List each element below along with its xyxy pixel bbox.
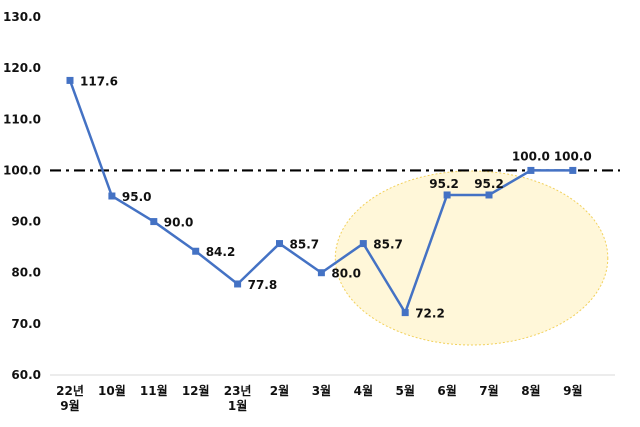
highlight-layer (334, 170, 609, 346)
data-point (150, 218, 158, 226)
data-point (401, 309, 409, 317)
data-label: 85.7 (290, 238, 320, 252)
y-tick-label: 60.0 (11, 368, 41, 382)
x-tick-label: 5월 (396, 383, 415, 398)
data-point (234, 280, 242, 288)
data-label: 90.0 (164, 216, 194, 230)
x-tick-label: 10월 (98, 383, 126, 398)
x-tick-label: 4월 (354, 383, 373, 398)
y-tick-label: 90.0 (11, 215, 41, 229)
data-point (108, 192, 116, 200)
data-point (192, 247, 200, 255)
x-tick-label: 12월 (182, 383, 210, 398)
y-tick-label: 110.0 (3, 112, 41, 126)
data-point (359, 240, 367, 248)
x-tick-label: 22년 9월 (56, 384, 84, 413)
data-label: 84.2 (206, 245, 236, 259)
x-tick-label: 2월 (270, 383, 289, 398)
data-point (443, 191, 451, 199)
data-label: 100.0 (554, 149, 592, 163)
y-tick-label: 70.0 (11, 317, 41, 331)
data-point (66, 76, 74, 84)
x-axis: 22년 9월 10월 11월 12월 23년 1월 2월 3월 4월 5월 6월 7월 8월 9월 (50, 374, 615, 413)
data-point (317, 269, 325, 277)
x-tick-label: 3월 (312, 383, 331, 398)
y-tick-label: 120.0 (3, 61, 41, 75)
series-layer (66, 76, 577, 317)
x-tick-label: 23년 1월 (224, 384, 252, 413)
highlight-ellipse (334, 170, 609, 346)
data-label: 117.6 (80, 74, 118, 88)
data-label: 85.7 (373, 238, 403, 252)
data-point (569, 166, 577, 174)
data-label: 72.2 (415, 307, 445, 321)
data-label: 80.0 (331, 267, 361, 281)
data-point (276, 240, 283, 248)
x-tick-label: 8월 (521, 383, 540, 398)
y-tick-label: 130.0 (3, 10, 41, 24)
data-label: 95.0 (122, 190, 152, 204)
y-tick-label: 80.0 (11, 266, 41, 280)
y-tick-label: 100.0 (3, 163, 41, 177)
x-tick-label: 11월 (140, 383, 168, 398)
data-label-layer: 117.6 95.0 90.0 84.2 77.8 85.7 80.0 85.7 72.2 95.… (80, 74, 592, 320)
data-label: 95.2 (429, 177, 459, 191)
data-label: 100.0 (512, 149, 550, 163)
data-point (527, 166, 535, 174)
data-label: 77.8 (248, 278, 278, 292)
x-tick-label: 9월 (563, 383, 582, 398)
y-axis: 130.0 120.0 110.0 100.0 90.0 80.0 70.0 60.0 (3, 10, 41, 382)
x-tick-label: 6월 (437, 383, 456, 398)
x-tick-label: 7월 (479, 383, 498, 398)
data-label: 95.2 (474, 177, 504, 191)
data-point (485, 191, 493, 199)
